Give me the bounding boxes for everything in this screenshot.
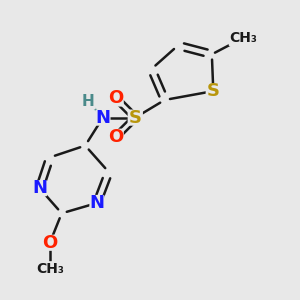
FancyBboxPatch shape	[109, 90, 124, 106]
Text: N: N	[32, 179, 47, 197]
Text: S: S	[129, 109, 142, 127]
Text: N: N	[89, 194, 104, 212]
Text: N: N	[95, 109, 110, 127]
Text: O: O	[109, 128, 124, 146]
Text: O: O	[42, 234, 58, 252]
FancyBboxPatch shape	[36, 261, 64, 277]
FancyBboxPatch shape	[95, 110, 110, 126]
Text: H: H	[82, 94, 94, 109]
FancyBboxPatch shape	[42, 235, 58, 251]
FancyBboxPatch shape	[89, 195, 105, 211]
Text: CH₃: CH₃	[229, 31, 257, 45]
FancyBboxPatch shape	[80, 93, 96, 110]
FancyBboxPatch shape	[229, 30, 257, 46]
Text: S: S	[207, 82, 220, 100]
FancyBboxPatch shape	[206, 83, 221, 99]
Text: CH₃: CH₃	[36, 262, 64, 276]
FancyBboxPatch shape	[32, 180, 47, 196]
FancyBboxPatch shape	[109, 129, 124, 145]
Text: O: O	[109, 89, 124, 107]
FancyBboxPatch shape	[128, 110, 143, 126]
